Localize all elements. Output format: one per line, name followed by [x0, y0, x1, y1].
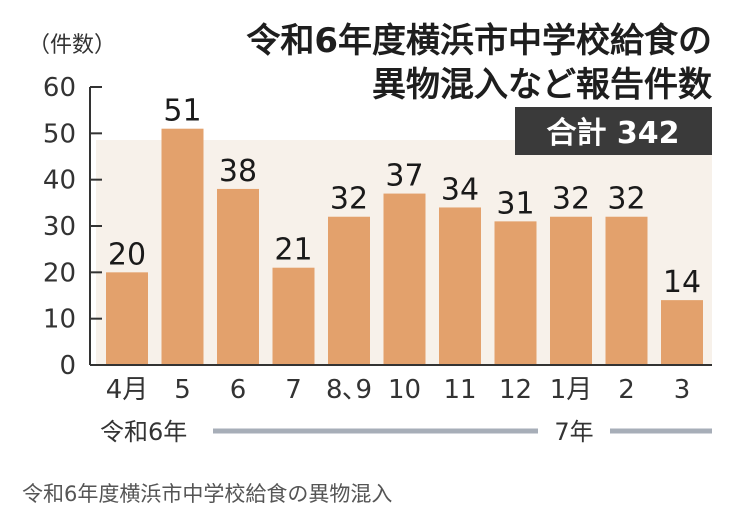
x-tick-label: 7 — [285, 375, 302, 405]
x-tick-label: 3 — [674, 375, 691, 405]
era-label: 令和6年 — [100, 418, 187, 446]
bar — [272, 267, 315, 365]
bar — [328, 216, 370, 365]
data-label: 32 — [552, 182, 590, 217]
total-box — [515, 107, 712, 155]
x-tick-label: 8､9 — [326, 375, 372, 405]
y-tick-label: 0 — [59, 351, 76, 381]
y-tick-label: 20 — [43, 258, 76, 288]
data-label: 34 — [441, 172, 479, 207]
bar — [439, 207, 481, 365]
x-tick-label: 5 — [174, 375, 191, 405]
data-label: 37 — [385, 159, 423, 194]
data-label: 14 — [663, 265, 701, 300]
x-tick-label: 2 — [618, 375, 635, 405]
chart-title-line-1: 令和6年度横浜市中学校給食の — [246, 21, 712, 61]
y-tick-label: 60 — [43, 73, 76, 103]
x-tick-label: 1月 — [550, 375, 593, 405]
y-tick-label: 40 — [43, 166, 76, 196]
bar — [494, 221, 537, 365]
x-tick-label: 4月 — [106, 375, 149, 405]
x-tick-label: 12 — [499, 375, 532, 405]
image-caption: 令和6年度横浜市中学校給食の異物混入 — [22, 482, 393, 506]
data-label: 21 — [274, 233, 312, 268]
data-label: 51 — [163, 94, 201, 129]
data-label: 20 — [108, 237, 146, 272]
x-tick-label: 11 — [443, 375, 476, 405]
chart-title-line-2: 異物混入など報告件数 — [372, 65, 712, 105]
bar — [161, 128, 204, 365]
data-label: 32 — [607, 182, 645, 217]
y-axis-label: （件数） — [28, 33, 116, 58]
y-tick-label: 10 — [43, 305, 76, 335]
bar — [550, 216, 592, 365]
y-tick-label: 30 — [43, 212, 76, 242]
bar — [383, 193, 426, 365]
bar — [605, 216, 648, 365]
bar — [106, 272, 148, 365]
y-tick-label: 50 — [43, 119, 76, 149]
x-tick-label: 10 — [388, 375, 421, 405]
x-tick-label: 6 — [230, 375, 247, 405]
bar — [217, 188, 259, 365]
data-label: 31 — [496, 186, 534, 221]
bar — [661, 300, 703, 365]
data-label: 38 — [219, 154, 257, 189]
era-label: 7年 — [554, 418, 593, 446]
total-label: 合計 342 — [546, 116, 679, 151]
data-label: 32 — [330, 182, 368, 217]
